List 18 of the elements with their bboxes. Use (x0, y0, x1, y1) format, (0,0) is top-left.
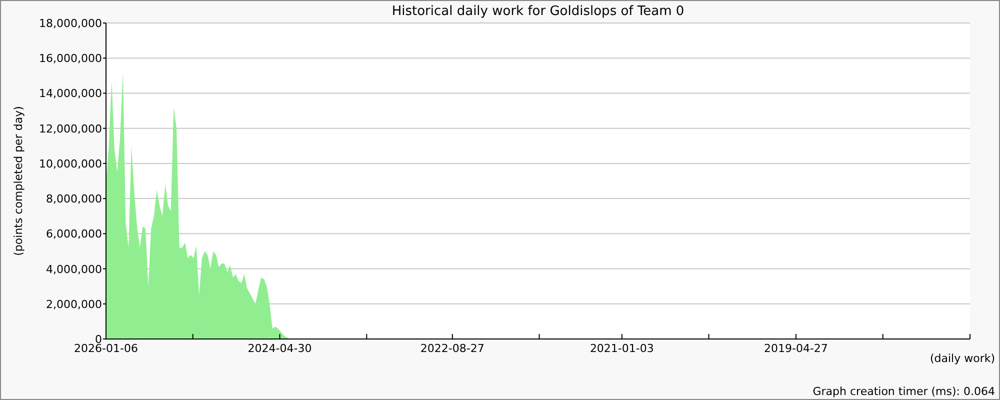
y-tick-label: 6,000,000 (46, 228, 102, 241)
text: Graph creation timer (ms): 0.064 (812, 385, 995, 398)
x-tick-label: 2019-04-27 (764, 342, 828, 355)
x-tick-label: 2021-01-03 (590, 342, 654, 355)
y-axis-title: (points completed per day) (12, 106, 25, 256)
x-axis-title: (daily work) (930, 352, 995, 365)
y-tick-label: 4,000,000 (46, 262, 102, 276)
y-tick-label: 18,000,000 (39, 17, 102, 30)
y-tick-label: 2,000,000 (46, 298, 102, 311)
x-tick-label: 2026-01-06 (74, 342, 138, 355)
x-tick-label: 2022-08-27 (420, 342, 484, 355)
y-tick-label: 16,000,000 (39, 52, 102, 66)
chart-title: Historical daily work for Goldislops of Team 0 (392, 4, 684, 19)
y-tick-label: 10,000,000 (39, 157, 102, 170)
y-tick-label: 12,000,000 (39, 122, 102, 136)
y-tick-label: 14,000,000 (39, 87, 102, 100)
x-tick-label: 2024-04-30 (248, 342, 312, 355)
y-tick-label: 8,000,000 (46, 192, 102, 206)
